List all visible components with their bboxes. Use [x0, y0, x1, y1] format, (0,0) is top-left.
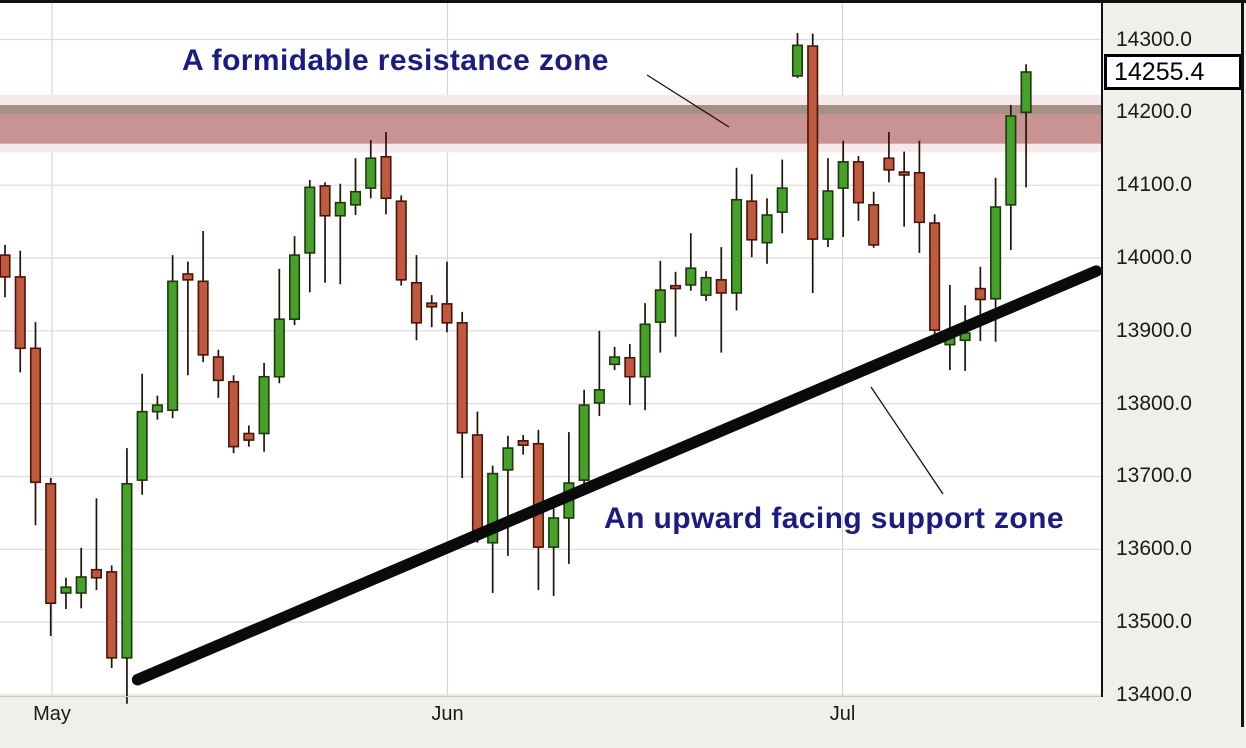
candle-up: [563, 482, 575, 519]
candle-down: [883, 157, 895, 171]
candle-up: [365, 157, 377, 189]
price-axis-tick: 13900.0: [1116, 318, 1192, 342]
candle-down: [0, 254, 11, 278]
candle-up: [304, 186, 316, 254]
last-price-label: 14255.4: [1104, 53, 1242, 90]
candle-down: [380, 155, 392, 200]
price-axis-tick: 13500.0: [1116, 610, 1192, 634]
candle-down: [807, 45, 819, 240]
candle-up: [548, 517, 560, 548]
price-axis-tick: 14300.0: [1116, 27, 1192, 51]
candle-up: [1020, 71, 1032, 114]
candle-down: [243, 432, 255, 441]
annotation-resistance-zone-label: A formidable resistance zone: [182, 44, 609, 77]
price-axis-tick: 13700.0: [1116, 464, 1192, 488]
candle-down: [45, 482, 57, 605]
candle-down: [715, 279, 727, 294]
candle-down: [212, 356, 224, 382]
candle-up: [776, 187, 788, 213]
candle-up: [822, 190, 834, 240]
candle-up: [121, 482, 133, 659]
candle-up: [136, 410, 148, 481]
time-axis-label: Jun: [431, 703, 464, 725]
candle-up: [258, 375, 270, 435]
candle-down: [106, 571, 118, 659]
candle-up: [75, 576, 87, 594]
candle-down: [913, 171, 925, 224]
time-axis[interactable]: May Jun Jul: [0, 697, 1246, 748]
candle-up: [730, 198, 743, 294]
resistance-zone-halo: [0, 94, 1102, 153]
candle-down: [426, 302, 438, 308]
time-axis-label: May: [33, 703, 71, 725]
price-axis-tick: 14100.0: [1116, 173, 1192, 197]
window-top-border: [0, 0, 1246, 3]
price-axis-tick: 13600.0: [1116, 537, 1192, 561]
candle-up: [990, 206, 1002, 300]
candle-up: [60, 586, 72, 594]
annotation-support-zone-label: An upward facing support zone: [604, 502, 1064, 535]
price-axis-tick: 13400.0: [1116, 682, 1192, 706]
annotation-pointer-line: [870, 386, 944, 495]
candle-down: [624, 356, 636, 378]
candle-down: [395, 200, 407, 281]
time-axis-label: Jul: [829, 703, 856, 725]
price-axis-tick: 14200.0: [1116, 100, 1192, 124]
candle-up: [167, 280, 179, 412]
candle-up: [334, 201, 346, 217]
candle-down: [90, 568, 102, 579]
candle-up: [959, 332, 971, 342]
candle-down: [898, 171, 910, 176]
candle-down: [517, 440, 529, 446]
candle-down: [182, 273, 194, 281]
annotation-pointer-line: [646, 74, 730, 128]
candle-down: [974, 287, 986, 301]
candle-up: [593, 389, 605, 404]
window-right-border: [1241, 0, 1244, 727]
candle-down: [868, 204, 880, 246]
resistance-zone-band: [0, 105, 1102, 144]
candle-down: [456, 322, 468, 434]
candle-down: [410, 281, 423, 324]
candle-up: [273, 318, 285, 378]
candle-down: [441, 303, 453, 324]
candle-down: [14, 276, 26, 350]
candle-up: [289, 254, 301, 320]
candle-up: [685, 267, 697, 286]
resistance-zone-top-edge: [0, 105, 1102, 115]
candle-up: [761, 214, 773, 244]
candle-up: [349, 190, 362, 206]
candle-up: [487, 472, 499, 544]
candle-up: [837, 161, 849, 189]
candle-up: [502, 447, 514, 471]
price-axis[interactable]: 14255.4 14300.0 14200.0 14100.0 14000.0 1390…: [1103, 0, 1246, 706]
price-axis-tick: 14000.0: [1116, 246, 1192, 269]
candle-up: [654, 289, 666, 323]
candle-down: [746, 200, 758, 241]
candle-up: [151, 404, 163, 413]
candle-up: [791, 44, 804, 77]
support-trendline: [131, 265, 1102, 686]
candle-down: [670, 284, 682, 290]
candle-down: [929, 222, 941, 331]
candle-up: [639, 323, 651, 378]
candle-down: [29, 347, 42, 484]
candle-down: [532, 442, 544, 548]
candle-up: [1005, 115, 1017, 206]
candle-down: [319, 185, 331, 217]
candle-up: [609, 356, 621, 366]
candle-down: [471, 434, 483, 535]
candle-down: [852, 161, 864, 204]
price-axis-tick: 13800.0: [1116, 391, 1192, 415]
candle-up: [578, 404, 590, 481]
plot-bottom-divider: [0, 696, 1103, 697]
candle-down: [197, 280, 209, 356]
price-chart-plot[interactable]: A formidable resistance zone An upward f…: [0, 0, 1103, 704]
candle-up: [944, 337, 956, 346]
plot-axis-divider: [1101, 0, 1103, 697]
candle-up: [700, 276, 712, 296]
candle-down: [228, 381, 240, 448]
candlestick-chart-canvas: [0, 0, 1103, 704]
